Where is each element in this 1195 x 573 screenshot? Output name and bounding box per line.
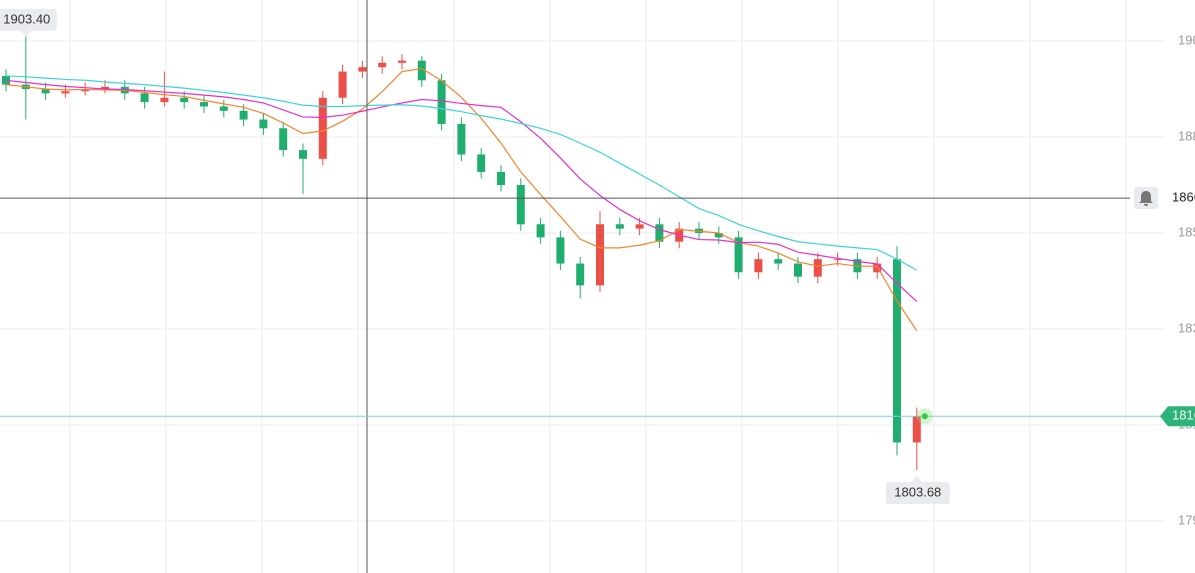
max-label-box <box>0 8 57 31</box>
bell-glyph <box>1139 191 1153 206</box>
candle-body <box>714 233 723 238</box>
candle-body <box>437 80 446 124</box>
y-tick-label: 1902 <box>1178 32 1195 47</box>
candle-body <box>259 119 268 129</box>
candle-body <box>457 123 466 155</box>
max-label: 1903.40 <box>3 11 50 26</box>
candle-body <box>556 237 565 264</box>
candle-body <box>239 110 248 120</box>
plot <box>2 34 921 471</box>
min-label: 1803.68 <box>894 484 941 499</box>
candle-body <box>576 263 585 286</box>
candle-body <box>200 102 208 107</box>
candle-body <box>635 224 644 229</box>
candle-body <box>61 91 70 94</box>
candle-body <box>219 106 228 111</box>
candle-body <box>81 89 90 92</box>
y-tick-label: 1836 <box>1178 320 1195 335</box>
max-label-pointer <box>20 30 31 37</box>
candle-body <box>734 237 743 273</box>
candle-body <box>398 60 406 63</box>
moving-average-line <box>5 75 918 271</box>
moving-average-line <box>5 67 918 332</box>
candle-body <box>417 60 426 81</box>
candle-body <box>378 62 387 68</box>
candle-body <box>754 259 763 273</box>
candle-body <box>813 259 822 277</box>
candle-body <box>615 224 624 229</box>
moving-average-line <box>5 79 918 302</box>
candle-body <box>279 128 288 151</box>
candle-body <box>338 71 347 98</box>
candle-body <box>873 263 882 273</box>
candle-body <box>912 416 921 443</box>
candle-body <box>358 67 367 72</box>
candle-body <box>794 263 802 277</box>
current-price-tag <box>1160 406 1195 427</box>
candle-body <box>893 259 901 443</box>
candle-body <box>497 171 505 186</box>
candle-body <box>140 93 149 103</box>
candle-body <box>596 224 604 286</box>
candle-body <box>299 150 307 159</box>
candle-body <box>774 259 783 264</box>
y-tick-label: 1880 <box>1178 128 1195 143</box>
candle-body <box>180 97 189 103</box>
min-label-pointer <box>911 476 922 483</box>
candle-body <box>101 86 109 90</box>
current-price-label: 1816 <box>1172 408 1195 423</box>
candle-body <box>318 97 327 159</box>
crosshair-price-label: 1866 <box>1172 190 1195 205</box>
vertical-grid <box>0 0 1165 573</box>
min-label-box <box>885 482 950 505</box>
bell-icon[interactable] <box>1134 187 1158 209</box>
y-tick-label: 1792 <box>1178 512 1195 527</box>
candle-body <box>536 224 545 238</box>
candle-body <box>477 154 486 172</box>
candle-body <box>160 97 169 103</box>
candle-body <box>41 89 50 94</box>
current-dot <box>921 413 928 420</box>
candle-body <box>655 224 664 242</box>
candle-body <box>833 259 842 261</box>
y-tick-label: 1858 <box>1178 224 1195 239</box>
candle-body <box>516 185 525 225</box>
